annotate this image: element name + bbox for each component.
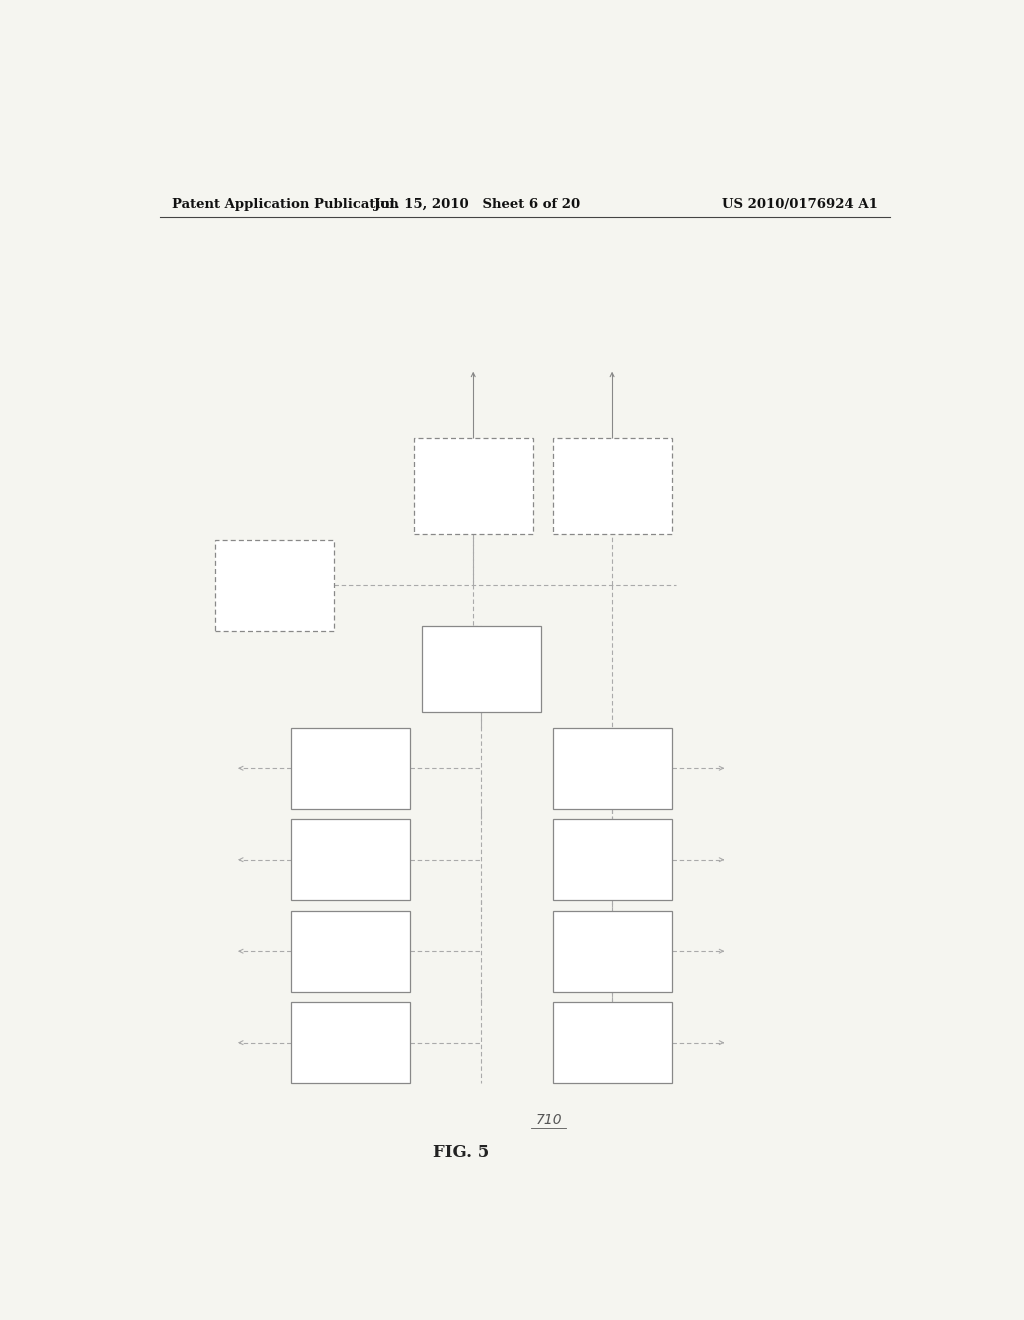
Text: Daughter board: Daughter board — [303, 1020, 397, 1034]
Text: Daughter board: Daughter board — [565, 928, 659, 941]
Text: US 2010/0176924 A1: US 2010/0176924 A1 — [722, 198, 878, 211]
Text: Power: Power — [257, 568, 293, 581]
Text: interface: interface — [586, 853, 639, 866]
Text: Daughter board: Daughter board — [303, 837, 397, 850]
Text: 808g: 808g — [598, 970, 627, 981]
Text: interface: interface — [324, 853, 377, 866]
Text: Daughter board: Daughter board — [303, 746, 397, 759]
Text: interface: interface — [586, 945, 639, 958]
Text: FIG. 5: FIG. 5 — [433, 1144, 489, 1160]
Text: interface: interface — [586, 1036, 639, 1049]
Text: 804b: 804b — [598, 510, 627, 520]
Bar — [291, 911, 410, 991]
Text: 808h: 808h — [598, 1063, 627, 1072]
Text: 808f: 808f — [599, 879, 625, 890]
Text: interface: interface — [324, 762, 377, 775]
Text: interface: interface — [446, 479, 500, 492]
Text: Daughter board: Daughter board — [565, 1020, 659, 1034]
Bar — [553, 818, 672, 900]
Text: 804a: 804a — [459, 510, 487, 520]
Text: interface: interface — [324, 945, 377, 958]
Text: Jul. 15, 2010   Sheet 6 of 20: Jul. 15, 2010 Sheet 6 of 20 — [374, 198, 581, 211]
Text: Controller: Controller — [452, 652, 510, 665]
Bar — [291, 727, 410, 809]
Text: interface: interface — [324, 1036, 377, 1049]
Bar — [553, 911, 672, 991]
Text: interface: interface — [586, 762, 639, 775]
Bar — [291, 818, 410, 900]
Text: 710: 710 — [536, 1113, 562, 1127]
Bar — [553, 438, 672, 535]
Bar — [414, 438, 532, 535]
Text: 808c: 808c — [337, 970, 364, 981]
Text: Daughter board: Daughter board — [303, 928, 397, 941]
Bar — [422, 626, 541, 713]
Text: 802: 802 — [264, 607, 286, 618]
Text: 808a: 808a — [336, 788, 365, 797]
Text: Control system: Control system — [428, 461, 518, 474]
Text: 808e: 808e — [598, 788, 627, 797]
Text: Patent Application Publication: Patent Application Publication — [172, 198, 398, 211]
Text: interface: interface — [586, 479, 639, 492]
Bar — [553, 727, 672, 809]
Text: Control system: Control system — [567, 461, 656, 474]
Bar — [553, 1002, 672, 1084]
Text: Daughter board: Daughter board — [565, 837, 659, 850]
Bar — [291, 1002, 410, 1084]
Text: 808d: 808d — [336, 1063, 365, 1072]
Text: 808b: 808b — [336, 879, 365, 890]
Bar — [215, 540, 334, 631]
Text: 806: 806 — [470, 690, 492, 700]
Text: Daughter board: Daughter board — [565, 746, 659, 759]
